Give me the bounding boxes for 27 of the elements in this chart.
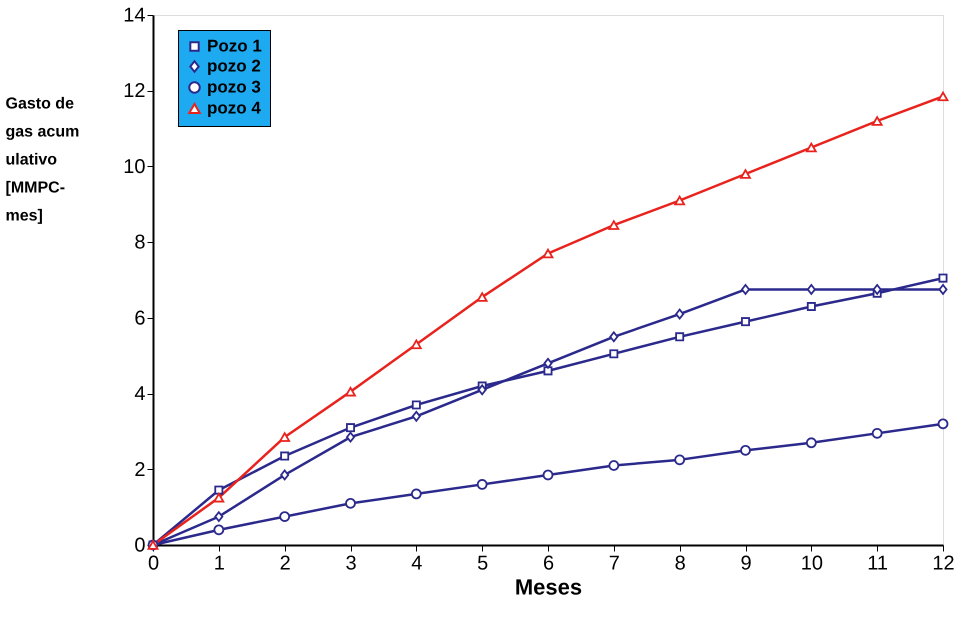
x-tick-label: 1 [214, 552, 225, 574]
x-tick-label: 8 [674, 552, 686, 574]
x-axis-title: Meses [514, 574, 582, 600]
x-tick-label: 4 [411, 552, 422, 574]
legend-label: pozo 2 [207, 56, 261, 76]
y-tick-label: 8 [134, 232, 146, 254]
y-tick-label: 14 [123, 4, 146, 26]
y-tick-label: 0 [134, 534, 146, 556]
y-tick-label: 10 [123, 156, 146, 178]
y-tick-label: 12 [123, 80, 146, 102]
x-tick-label: 11 [867, 552, 888, 574]
y-tick-label: 4 [134, 383, 146, 406]
y-axis-title: Gasto de gas acumulativo [MMPC-mes] [6, 96, 80, 224]
y-tick-label: 6 [134, 307, 146, 330]
legend-label: pozo 3 [207, 78, 261, 96]
x-tick-label: 10 [800, 552, 823, 574]
x-tick-label: 9 [740, 552, 752, 574]
x-tick-label: 7 [608, 552, 620, 574]
legend-label: Pozo 1 [207, 36, 262, 56]
x-tick-label: 5 [477, 552, 488, 574]
x-tick-label: 0 [148, 552, 160, 574]
y-tick-label: 2 [134, 458, 146, 481]
x-tick-label: 2 [280, 552, 291, 574]
x-tick-label: 3 [345, 552, 357, 574]
legend-label: pozo 4 [207, 98, 262, 118]
x-tick-label: 6 [542, 552, 554, 574]
x-tick-label: 12 [932, 552, 955, 574]
